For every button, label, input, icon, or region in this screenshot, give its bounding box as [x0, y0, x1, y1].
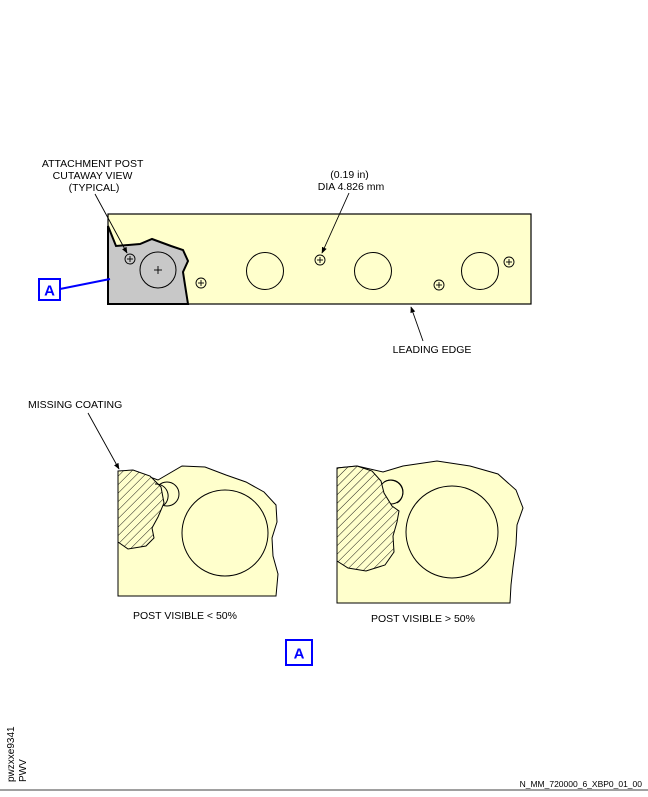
caption-right: POST VISIBLE > 50% — [371, 613, 475, 625]
attachment-post-leader — [94, 193, 128, 254]
caption-left: POST VISIBLE < 50% — [133, 610, 237, 622]
small-hole-icon — [124, 253, 136, 265]
missing-coating-area — [336, 465, 400, 572]
hole-size-leader — [321, 192, 350, 254]
large-hole — [461, 252, 499, 290]
attachment-post-label: ATTACHMENT POST CUTAWAY VIEW (TYPICAL) — [42, 158, 146, 194]
svg-text:A: A — [294, 646, 305, 663]
large-hole — [354, 252, 392, 290]
detail-view-left — [117, 465, 279, 597]
detail-ref-a-top: A — [38, 278, 111, 301]
missing-coating-label: MISSING COATING — [28, 399, 122, 411]
missing-coating-area — [117, 469, 165, 550]
blade-strip-view — [107, 213, 532, 305]
large-hole — [246, 252, 284, 290]
detail-ref-a-bottom: A — [285, 639, 313, 666]
crosshair-icon — [154, 266, 162, 274]
missing-coating-leader — [87, 412, 120, 470]
svg-text:A: A — [44, 283, 55, 300]
detail-view-right — [336, 460, 524, 604]
hole-size-label: (0.19 in) DIA 4.826 mm — [318, 169, 385, 193]
leading-edge-label: LEADING EDGE — [393, 344, 472, 356]
small-hole-icon — [503, 256, 515, 268]
small-hole-icon — [195, 277, 207, 289]
leading-edge-leader — [410, 306, 424, 342]
svg-text:pwzxxe9341: pwzxxe9341 — [6, 726, 17, 782]
svg-text:PWV: PWV — [18, 759, 29, 782]
side-identifier: pwzxxe9341 PWV — [6, 726, 29, 782]
footer-code: N_MM_720000_6_XBP0_01_00 — [520, 779, 643, 789]
small-hole-icon — [433, 279, 445, 291]
small-hole-icon — [314, 254, 326, 266]
attachment-post-circle — [181, 489, 269, 577]
attachment-post-circle — [405, 485, 499, 579]
